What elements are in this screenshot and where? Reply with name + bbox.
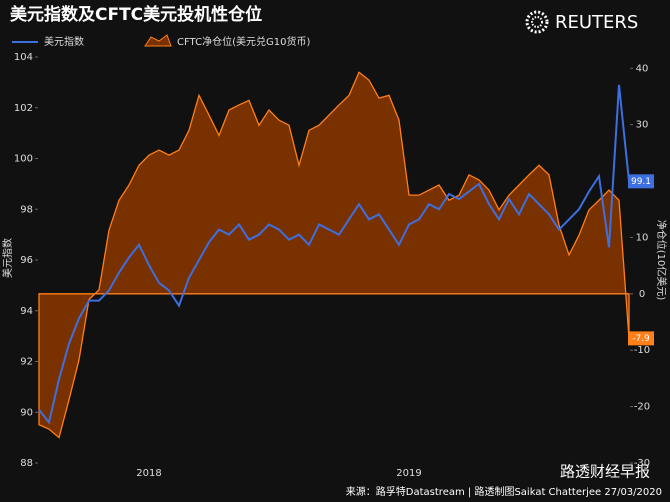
legend-label: 美元指数 [44, 35, 84, 48]
value-label-box [628, 174, 654, 189]
y-tick-label: 88 [20, 458, 33, 469]
chart-title: 美元指数及CFTC美元投机性仓位 [10, 4, 262, 25]
y2-tick-label: 0 [639, 289, 645, 300]
y2-tick-label: 40 [636, 63, 649, 74]
y2-tick-label: 10 [636, 232, 649, 243]
y-tick-label: 100 [14, 154, 33, 165]
y2-tick-label: -10 [634, 345, 650, 356]
y2-axis-label: 净仓位(10亿美元) [655, 220, 668, 301]
watermark: 路透财经早报 [560, 463, 650, 481]
value-label: -7.9 [632, 334, 650, 344]
line [38, 84, 630, 425]
x-tick-label: 2018 [136, 468, 161, 479]
y2-tick-label: 30 [636, 120, 649, 131]
x-tick-label: 2019 [396, 468, 421, 479]
y-tick-label: 92 [20, 357, 33, 368]
area [38, 71, 630, 439]
y2-tick-label: -20 [634, 402, 650, 413]
value-label: 99.1 [631, 177, 651, 187]
y-tick-label: 94 [20, 306, 33, 317]
source: 来源：路孚特Datastream | 路透制图Saikat Chatterjee… [346, 485, 662, 498]
y2-tick-label: -30 [634, 458, 650, 469]
legend-label: CFTC净仓位(美元兑G10货币) [177, 35, 310, 48]
y-tick-label: 96 [20, 255, 33, 266]
y-tick-label: 102 [14, 103, 33, 114]
logo: REUTERS [555, 12, 638, 33]
reuters-logo-dots [525, 10, 549, 34]
value-label-box [628, 331, 654, 346]
legend-swatch [144, 34, 172, 47]
y-tick-label: 90 [20, 407, 33, 418]
y-tick-label: 104 [14, 52, 33, 63]
y-axis-label: 美元指数 [1, 238, 14, 278]
y-tick-label: 98 [20, 204, 33, 215]
